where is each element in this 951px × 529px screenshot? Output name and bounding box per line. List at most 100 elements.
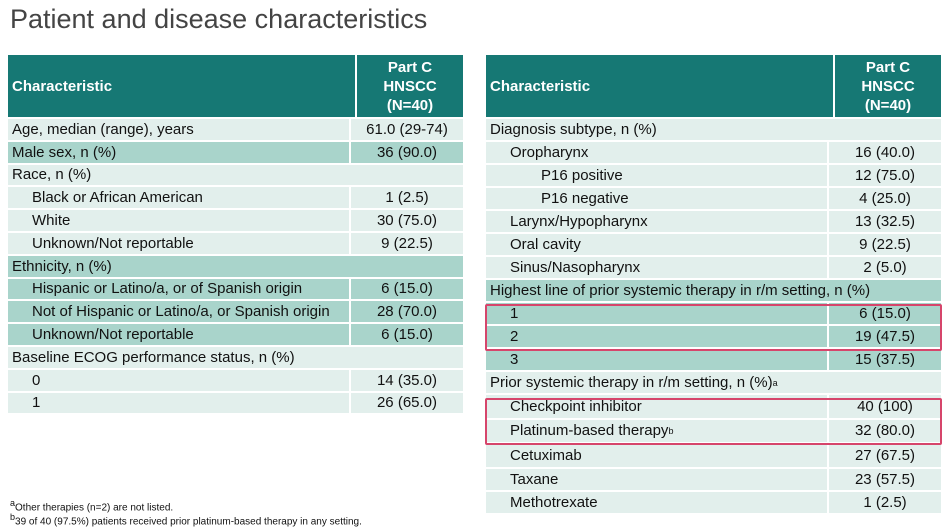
table-row: Hispanic or Latino/a, or of Spanish orig… xyxy=(8,276,463,300)
row-value: 14 (35.0) xyxy=(376,371,438,389)
row-label-text: P16 positive xyxy=(541,167,623,184)
header-line: HNSCC xyxy=(861,77,915,95)
row-label-text: Oral cavity xyxy=(510,236,581,253)
right-characteristics-table: Characteristic Part C HNSCC (N=40) Diagnosis… xyxy=(486,55,941,513)
table-row: 1 26 (65.0) xyxy=(8,390,463,414)
row-label-text: 1 xyxy=(32,394,41,412)
row-value: 6 (15.0) xyxy=(381,326,433,344)
row-value: 26 (65.0) xyxy=(376,394,438,412)
row-value: 36 (90.0) xyxy=(376,143,438,161)
row-label-text: Hispanic or Latino/a, or of Spanish orig… xyxy=(32,280,303,298)
row-value: 9 (22.5) xyxy=(859,236,911,253)
row-label-text: Ethnicity, n (%) xyxy=(12,257,112,275)
header-line: (N=40) xyxy=(864,96,912,114)
header-line: HNSCC xyxy=(383,77,437,95)
row-label: 0 xyxy=(8,369,351,391)
table-row: P16 positive 12 (75.0) xyxy=(486,163,941,186)
header-part-c: Part C HNSCC (N=40) xyxy=(835,55,941,117)
row-label: Ethnicity, n (%) xyxy=(8,256,463,277)
table-row: Ethnicity, n (%) xyxy=(8,253,463,277)
row-label: 1 xyxy=(486,303,829,324)
row-label-text: Taxane xyxy=(510,470,559,488)
table-row: Baseline ECOG performance status, n (%) xyxy=(8,344,463,368)
table-row: 3 15 (37.5) xyxy=(486,347,941,370)
row-label: 2 xyxy=(486,326,829,347)
row-value: 13 (32.5) xyxy=(854,213,916,230)
footnote-marker: a xyxy=(10,498,16,508)
table-row: Black or African American 1 (2.5) xyxy=(8,185,463,209)
row-label: Not of Hispanic or Latino/a, or Spanish … xyxy=(8,301,351,323)
row-label: Oropharynx xyxy=(486,142,829,163)
table-row: Cetuximab 27 (67.5) xyxy=(486,442,941,467)
row-value: 1 (2.5) xyxy=(863,493,907,511)
highlight-box-prior-therapy xyxy=(485,398,942,445)
table-row: Methotrexate 1 (2.5) xyxy=(486,489,941,513)
table-header: Characteristic Part C HNSCC (N=40) xyxy=(8,55,463,117)
footnote-text: 39 of 40 (97.5%) patients received prior… xyxy=(15,516,362,528)
row-label-text: 2 xyxy=(510,328,519,345)
row-value: 9 (22.5) xyxy=(381,234,433,252)
table-row: 1 6 (15.0) xyxy=(486,301,941,324)
footnote-marker: b xyxy=(10,512,16,522)
row-label-text: P16 negative xyxy=(541,190,629,207)
header-part-c: Part C HNSCC (N=40) xyxy=(357,55,463,117)
table-row: Oral cavity 9 (22.5) xyxy=(486,232,941,255)
footnote-marker: b xyxy=(668,425,674,436)
row-label-text: Sinus/Nasopharynx xyxy=(510,259,641,276)
row-label: Unknown/Not reportable xyxy=(8,324,351,345)
row-value: 4 (25.0) xyxy=(859,190,911,207)
row-label: Black or African American xyxy=(8,187,351,209)
table-row: Unknown/Not reportable 6 (15.0) xyxy=(8,322,463,345)
table-row: Diagnosis subtype, n (%) xyxy=(486,117,941,140)
table-row: Oropharynx 16 (40.0) xyxy=(486,140,941,163)
row-label: P16 negative xyxy=(486,188,829,209)
row-label-text: Unknown/Not reportable xyxy=(32,326,194,344)
footnote-text: Other therapies (n=2) are not listed. xyxy=(15,502,174,514)
row-label: Taxane xyxy=(486,468,829,490)
row-label-text: Prior systemic therapy in r/m setting, n… xyxy=(490,374,773,391)
row-label: Age, median (range), years xyxy=(8,119,351,140)
row-label-text: Cetuximab xyxy=(510,446,582,464)
row-label-text: 3 xyxy=(510,351,519,368)
row-label-text: Unknown/Not reportable xyxy=(32,234,194,252)
table-row: 0 14 (35.0) xyxy=(8,367,463,391)
row-label: Race, n (%) xyxy=(8,165,463,186)
row-label: Larynx/Hypopharynx xyxy=(486,211,829,232)
row-label: Prior systemic therapy in r/m setting, n… xyxy=(486,372,941,393)
row-label: Sinus/Nasopharynx xyxy=(486,257,829,278)
header-line: (N=40) xyxy=(386,96,434,114)
table-row: White 30 (75.0) xyxy=(8,208,463,231)
row-value: 32 (80.0) xyxy=(854,422,916,440)
row-label: Platinum-based therapy b xyxy=(486,419,829,442)
table-row: Sinus/Nasopharynx 2 (5.0) xyxy=(486,255,941,278)
table-row: Not of Hispanic or Latino/a, or Spanish … xyxy=(8,299,463,323)
row-label-text: 1 xyxy=(510,305,519,322)
row-value: 27 (67.5) xyxy=(854,446,916,464)
row-value: 30 (75.0) xyxy=(376,212,438,230)
header-line: Part C xyxy=(865,58,911,76)
row-label-text: Diagnosis subtype, n (%) xyxy=(490,121,657,138)
row-label-text: Race, n (%) xyxy=(12,166,92,184)
row-label: Oral cavity xyxy=(486,234,829,255)
table-row: P16 negative 4 (25.0) xyxy=(486,186,941,209)
table-row: Male sex, n (%) 36 (90.0) xyxy=(8,139,463,163)
row-value: 6 (15.0) xyxy=(859,305,911,322)
row-label-text: 0 xyxy=(32,371,41,389)
footnote-a: aOther therapies (n=2) are not listed. xyxy=(10,498,173,513)
table-row: Larynx/Hypopharynx 13 (32.5) xyxy=(486,209,941,232)
row-label-text: Baseline ECOG performance status, n (%) xyxy=(12,348,295,366)
table-row: 2 19 (47.5) xyxy=(486,324,941,347)
row-value: 15 (37.5) xyxy=(854,351,916,368)
row-label-text: Not of Hispanic or Latino/a, or Spanish … xyxy=(32,303,330,321)
footnote-b: b39 of 40 (97.5%) patients received prio… xyxy=(10,512,362,527)
table-row: Platinum-based therapy b 32 (80.0) xyxy=(486,417,941,442)
row-label: Methotrexate xyxy=(486,491,829,513)
table-row: Checkpoint inhibitor 40 (100) xyxy=(486,393,941,418)
row-value: 6 (15.0) xyxy=(381,280,433,298)
row-label: Cetuximab xyxy=(486,444,829,467)
row-value: 16 (40.0) xyxy=(854,144,916,161)
row-value: 12 (75.0) xyxy=(854,167,916,184)
row-value: 1 (2.5) xyxy=(385,189,429,207)
row-label: Male sex, n (%) xyxy=(8,141,351,163)
row-label: Baseline ECOG performance status, n (%) xyxy=(8,347,463,368)
